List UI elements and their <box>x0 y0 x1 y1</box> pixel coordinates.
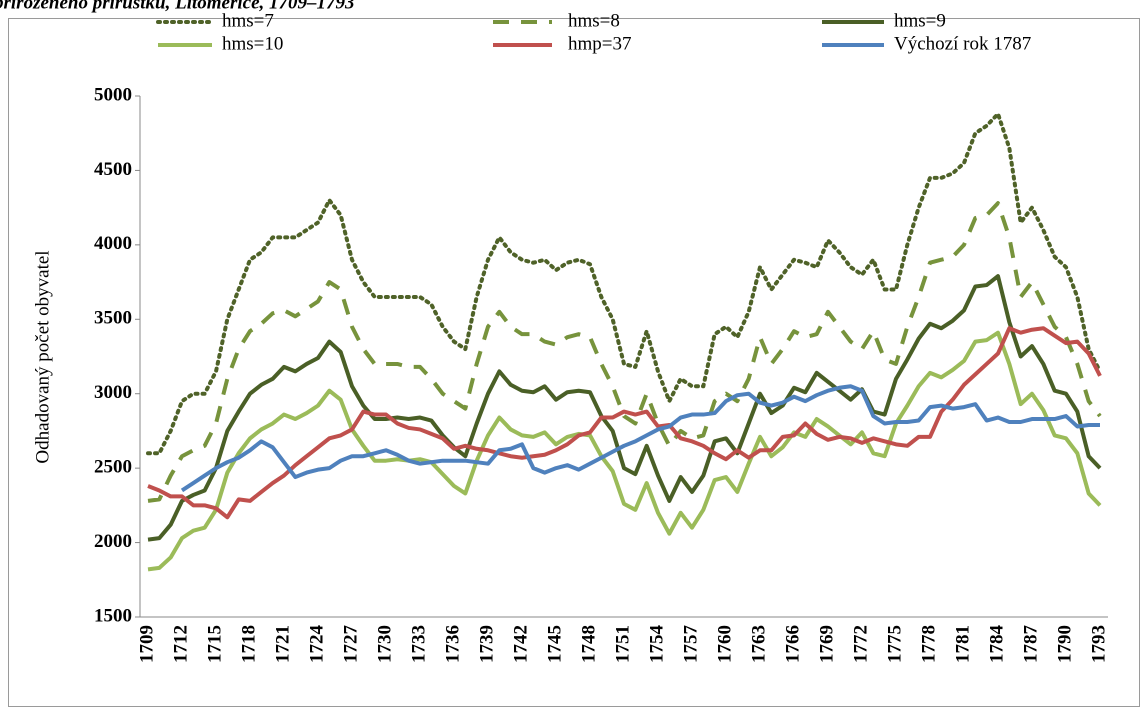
x-tick-label: 1718 <box>238 625 259 663</box>
x-tick-label: 1784 <box>986 625 1007 664</box>
x-tick-label: 1754 <box>646 625 667 664</box>
x-tick-label: 1739 <box>476 625 497 663</box>
legend-label: Výchozí rok 1787 <box>894 33 1031 54</box>
x-tick-label: 1733 <box>408 625 429 663</box>
line-series <box>180 384 1100 493</box>
legend-label: hms=7 <box>222 10 274 31</box>
x-tick-label: 1742 <box>510 625 531 663</box>
y-tick-label: 1500 <box>94 605 132 626</box>
x-tick-label: 1778 <box>918 625 939 663</box>
line-series <box>147 274 1102 542</box>
x-tick-label: 1727 <box>340 625 361 664</box>
x-tick-label: 1748 <box>578 625 599 663</box>
y-tick-label: 4000 <box>94 233 132 254</box>
chart-frame <box>8 18 1140 707</box>
x-tick-label: 1787 <box>1020 625 1041 664</box>
x-tick-label: 1760 <box>714 625 735 663</box>
line-series <box>147 326 1102 520</box>
chart-title: přirozeného přírůstku, Litoměřice, 1709–… <box>0 0 355 13</box>
y-tick-label: 5000 <box>94 84 132 105</box>
x-tick-label: 1751 <box>612 625 633 663</box>
legend-label: hms=10 <box>222 33 283 54</box>
y-tick-label: 2000 <box>94 531 132 552</box>
line-series <box>147 201 1102 503</box>
x-tick-label: 1772 <box>850 625 871 663</box>
line-series <box>147 330 1102 572</box>
x-tick-label: 1709 <box>136 625 157 663</box>
legend-label: hms=8 <box>568 10 620 31</box>
x-tick-label: 1769 <box>816 625 837 663</box>
x-tick-label: 1757 <box>680 625 701 664</box>
legend-label: hms=9 <box>894 10 946 31</box>
x-tick-label: 1781 <box>952 625 973 663</box>
y-tick-label: 3000 <box>94 382 132 403</box>
x-tick-label: 1721 <box>272 625 293 663</box>
x-tick-label: 1736 <box>442 625 463 663</box>
x-tick-label: 1763 <box>748 625 769 663</box>
x-tick-label: 1715 <box>204 625 225 663</box>
line-series <box>146 111 1102 456</box>
x-tick-label: 1712 <box>170 625 191 663</box>
x-tick-label: 1745 <box>544 625 565 663</box>
legend-label: hmp=37 <box>568 33 632 54</box>
x-tick-label: 1790 <box>1054 625 1075 663</box>
x-tick-label: 1730 <box>374 625 395 663</box>
x-tick-label: 1724 <box>306 625 327 664</box>
x-tick-label: 1775 <box>884 625 905 663</box>
y-tick-label: 4500 <box>94 159 132 180</box>
x-tick-label: 1766 <box>782 625 803 663</box>
x-tick-label: 1793 <box>1088 625 1109 663</box>
y-tick-label: 3500 <box>94 308 132 329</box>
y-axis-label: Odhadovaný počet obyvatel <box>32 250 53 463</box>
y-tick-label: 2500 <box>94 457 132 478</box>
